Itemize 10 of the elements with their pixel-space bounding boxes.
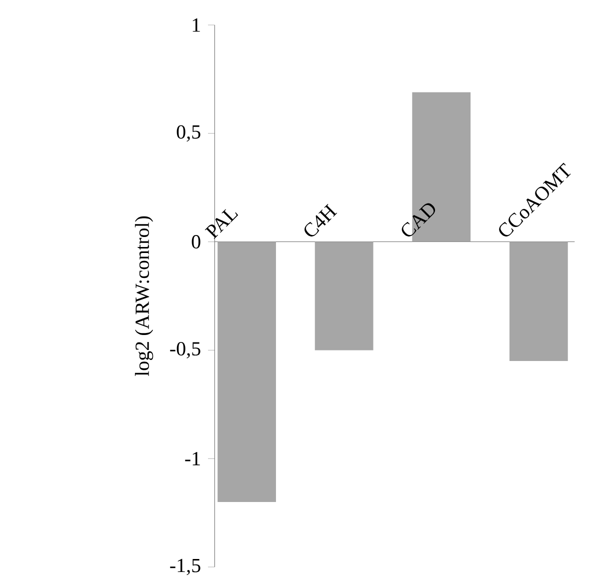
y-axis-title: log2 (ARW:control) xyxy=(134,216,154,376)
y-tick-label: -1 xyxy=(185,452,200,466)
x-tick-label: CAD xyxy=(402,203,436,237)
y-tick-label: 0 xyxy=(192,235,200,249)
y-tick-label: -1,5 xyxy=(170,558,200,576)
y-tick-label: -0,5 xyxy=(170,342,200,358)
y-tick-label: 1 xyxy=(192,18,200,32)
x-tick-label: PAL xyxy=(204,209,238,240)
x-tick-label: C4H xyxy=(304,204,338,237)
y-tick-label: 0,5 xyxy=(176,125,200,142)
